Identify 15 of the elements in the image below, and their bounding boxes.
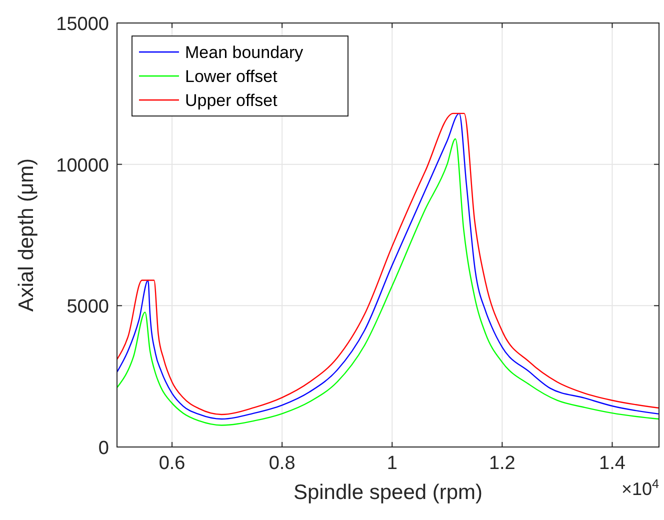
x-tick-label: 0.6 xyxy=(158,453,186,474)
x-tick-label: 0.8 xyxy=(268,453,296,474)
x-axis-title: Spindle speed (rpm) xyxy=(293,481,483,504)
y-tick-label: 0 xyxy=(98,438,109,459)
y-tick-label: 10000 xyxy=(56,155,109,176)
text: ×10$^{4}$ xyxy=(621,477,659,499)
x-tick-label: 1.4 xyxy=(599,453,626,474)
x-tick-label: 1 xyxy=(386,453,398,474)
y-axis-title: Axial depth (μm) xyxy=(15,158,38,312)
legend-label: Lower offset xyxy=(185,67,278,86)
legend-label: Mean boundary xyxy=(185,43,304,62)
legend-label: Upper offset xyxy=(185,91,278,110)
y-tick-label: 15000 xyxy=(56,14,109,35)
y-tick-label: 5000 xyxy=(66,296,109,318)
x-tick-label: 1.2 xyxy=(488,453,516,474)
